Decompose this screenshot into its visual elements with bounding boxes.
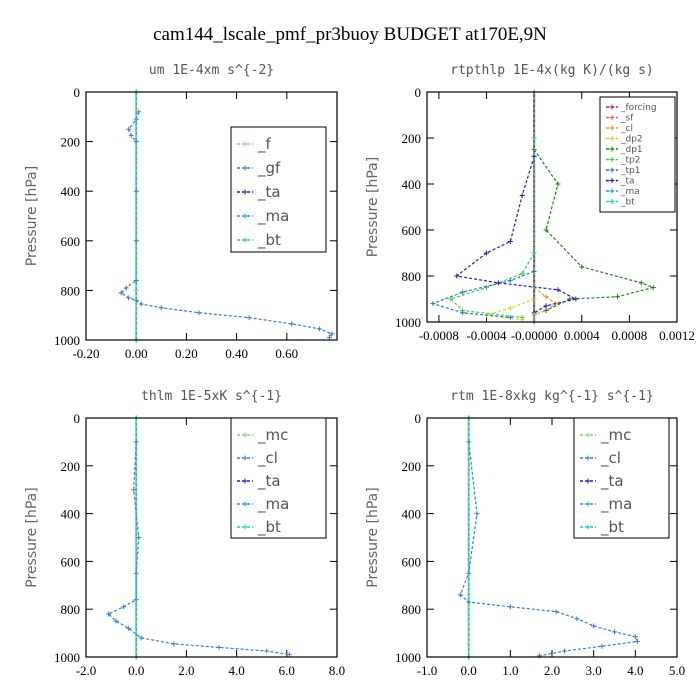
y-axis-label: Pressure [hPa] — [24, 166, 40, 266]
legend-label: _cl — [257, 449, 278, 468]
y-axis-label: Pressure [hPa] — [24, 487, 40, 587]
legend-label: _mc — [257, 426, 288, 445]
legend-label: _ma — [620, 187, 640, 197]
plot-frame — [85, 417, 338, 658]
legend-box — [230, 417, 327, 539]
y-tick-label: 400 — [402, 177, 422, 192]
x-tick-label: 0.0 — [461, 663, 477, 678]
x-tick-label: 0.0004 — [564, 328, 600, 343]
x-tick-label: -0.0008 — [419, 328, 459, 343]
legend-label: _bt — [600, 518, 624, 537]
legend-label: _ta — [257, 183, 281, 202]
legend-label: _tp2 — [620, 156, 640, 166]
plot-frame — [426, 417, 678, 658]
panel-1: um 1E-4xm s^{-2} Pressure [hPa] 0 200 400 600… — [24, 63, 338, 361]
panel-title: rtm 1E-8xkg kg^{-1} s^{-1} — [450, 389, 654, 404]
legend-label: _dp1 — [620, 145, 643, 155]
y-tick-label: 400 — [61, 507, 81, 522]
legend-box — [230, 126, 327, 253]
y-tick-label: 0 — [74, 411, 81, 426]
y-tick-label: 1000 — [54, 333, 80, 348]
x-tick-label: 0.0008 — [612, 328, 648, 343]
y-tick-label: 800 — [402, 602, 422, 617]
legend-label: _f — [257, 135, 272, 154]
legend-label: _ma — [257, 207, 289, 226]
legend-label: _cl — [620, 124, 633, 134]
x-tick-label: 3.0 — [586, 663, 602, 678]
y-tick-label: 800 — [61, 283, 81, 298]
y-tick-label: 800 — [402, 269, 422, 284]
y-tick-label: 200 — [61, 135, 81, 150]
series-line-tp2 — [449, 138, 535, 318]
legend-label: _bt — [257, 231, 281, 250]
panel-2: rtpthlp 1E-4x(kg K)/(kg s) Pressure [hPa]… — [365, 63, 695, 343]
x-tick-label: 0.00 — [125, 346, 148, 361]
plot-frame — [426, 91, 678, 323]
x-tick-label: 1.0 — [502, 663, 518, 678]
y-tick-label: 400 — [61, 184, 81, 199]
y-tick-label: 800 — [61, 602, 81, 617]
y-tick-label: 1000 — [54, 650, 80, 665]
y-tick-label: 200 — [402, 131, 422, 146]
legend-label: _forcing — [620, 103, 657, 113]
panel-title: rtpthlp 1E-4x(kg K)/(kg s) — [450, 63, 654, 78]
panel-title: thlm 1E-5xK s^{-1} — [141, 389, 282, 404]
series-line-cl — [107, 441, 290, 656]
y-tick-label: 0 — [415, 85, 422, 100]
legend-label: _tp1 — [620, 166, 640, 176]
legend-box — [573, 417, 670, 539]
y-tick-label: 1000 — [395, 315, 421, 330]
legend-label: _ta — [600, 472, 624, 491]
y-tick-label: 600 — [402, 223, 422, 238]
figure-title: cam144_lscale_pmf_pr3buoy BUDGET at170E,… — [153, 24, 547, 45]
panel-title: um 1E-4xm s^{-2} — [149, 63, 274, 78]
x-tick-label: 2.0 — [178, 663, 194, 678]
x-tick-label: 0.60 — [275, 346, 298, 361]
plot-frame — [85, 91, 338, 341]
x-tick-label: -0.0004 — [466, 328, 507, 343]
y-tick-label: 200 — [402, 459, 422, 474]
x-tick-label: 5.0 — [669, 663, 685, 678]
panel-3: thlm 1E-5xK s^{-1} Pressure [hPa] 0 200 400 6… — [24, 389, 345, 678]
legend-label: _ma — [257, 495, 289, 514]
legend-label: _ma — [600, 495, 632, 514]
legend-label: _bt — [257, 518, 281, 537]
y-tick-label: 0 — [415, 411, 422, 426]
legend-label: _mc — [600, 426, 631, 445]
series-line-tp1 — [431, 270, 535, 318]
legend-label: _gf — [257, 159, 281, 178]
x-tick-label: -1.0 — [417, 663, 438, 678]
series-line-dp2 — [486, 298, 535, 321]
x-tick-label: 6.0 — [279, 663, 295, 678]
y-tick-label: 600 — [61, 554, 81, 569]
y-tick-label: 1000 — [395, 650, 421, 665]
x-tick-label: -2.0 — [76, 663, 97, 678]
x-tick-label: 0.0 — [128, 663, 144, 678]
y-tick-label: 0 — [74, 85, 81, 100]
x-tick-label: 0.40 — [225, 346, 248, 361]
y-tick-label: 200 — [61, 459, 81, 474]
x-tick-label: 4.0 — [627, 663, 643, 678]
x-tick-label: 4.0 — [228, 663, 244, 678]
y-tick-label: 400 — [402, 507, 422, 522]
y-tick-label: 600 — [402, 554, 422, 569]
x-tick-label: 0.0012 — [659, 328, 695, 343]
x-tick-label: -0.00000 — [511, 328, 558, 343]
legend-label: _sf — [620, 114, 634, 124]
y-axis-label: Pressure [hPa] — [365, 157, 381, 257]
legend-label: _ta — [257, 472, 281, 491]
series-line-gf — [120, 111, 333, 338]
x-tick-label: 0.20 — [175, 346, 198, 361]
x-tick-label: 2.0 — [544, 663, 560, 678]
legend-label: _bt — [620, 198, 635, 208]
x-tick-label: -0.20 — [72, 346, 99, 361]
x-tick-label: 8.0 — [329, 663, 345, 678]
y-axis-label: Pressure [hPa] — [365, 487, 381, 587]
panel-4: rtm 1E-8xkg kg^{-1} s^{-1} Pressure [hPa]… — [365, 389, 685, 678]
legend-label: _dp2 — [620, 135, 643, 145]
legend-label: _cl — [600, 449, 621, 468]
legend-label: _ta — [620, 177, 635, 187]
y-tick-label: 600 — [61, 234, 81, 249]
